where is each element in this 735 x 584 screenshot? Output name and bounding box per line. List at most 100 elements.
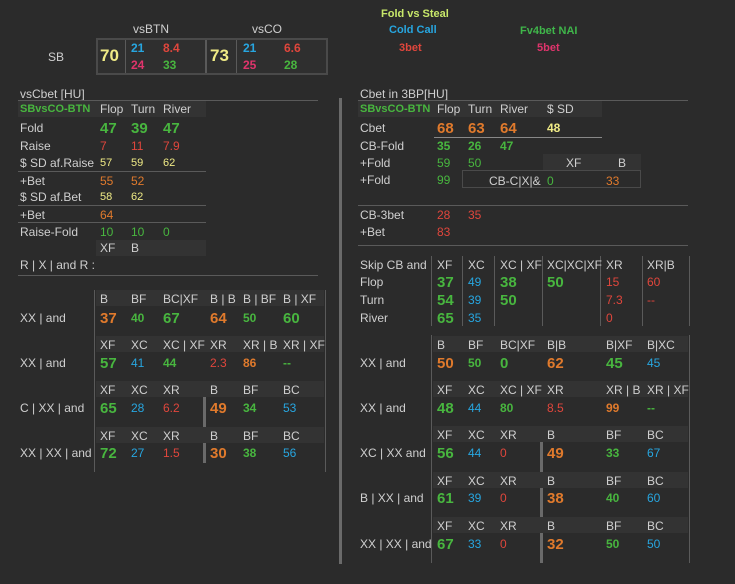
value: 48	[547, 121, 561, 135]
row-label: +Fold	[360, 156, 391, 170]
btn-5bet: 33	[163, 58, 177, 72]
grid-header: XC | XF	[500, 258, 542, 272]
value: 37	[100, 310, 117, 327]
value: 45	[647, 356, 661, 370]
grid-header: XC	[131, 338, 148, 352]
value: 50	[468, 156, 482, 170]
grid-header: XR	[547, 383, 564, 397]
grid-row-label: XX | XX | and	[20, 446, 92, 460]
col-flop: Flop	[437, 102, 461, 116]
grid-header: XR	[210, 338, 227, 352]
co-fold-vs-steal: 73	[210, 46, 229, 65]
cbcx-box	[462, 170, 641, 188]
col-flop: Flop	[100, 102, 124, 116]
grid-line	[462, 256, 463, 326]
value: 44	[163, 356, 177, 370]
value: 45	[606, 355, 623, 372]
grid-row-label: B | XX | and	[360, 491, 424, 505]
summary-divider	[205, 40, 207, 73]
value: 44	[468, 401, 482, 415]
grid-header: XC	[131, 429, 148, 443]
grid-header-bar	[96, 427, 324, 443]
grid-header-bar	[96, 381, 324, 397]
grid-line	[94, 290, 95, 472]
value: 62	[547, 355, 564, 372]
value: 0	[500, 446, 507, 460]
grid-header-bar	[96, 336, 324, 352]
divider	[434, 137, 602, 138]
xfb-header-bar	[543, 154, 641, 170]
vsco-header: vsCO	[252, 22, 282, 36]
value: 0	[500, 537, 507, 551]
value: 38	[243, 446, 257, 460]
grid-header: XR|B	[647, 258, 675, 272]
summary-divider	[125, 40, 126, 73]
grid-line	[431, 256, 432, 326]
value: 56	[283, 446, 297, 460]
grid-header: B	[547, 474, 556, 488]
grid-header: XC	[468, 519, 485, 533]
legend-fv4bet: Fv4bet NAI	[520, 25, 578, 37]
value: 99	[606, 401, 620, 415]
value: 64	[500, 120, 517, 137]
vsbtn-header: vsBTN	[133, 22, 169, 36]
value: 39	[468, 491, 482, 505]
grid-header: XF	[437, 474, 453, 488]
value: 64	[100, 208, 114, 222]
grid-header-bar	[96, 290, 324, 306]
value: 50	[243, 311, 257, 325]
value: 35	[437, 139, 451, 153]
value: 10	[131, 225, 145, 239]
btn-fold-vs-steal: 70	[100, 46, 119, 65]
value: 0	[163, 225, 170, 239]
grid-line	[542, 256, 543, 326]
grid-header: B	[437, 338, 446, 352]
grid-header: XC	[468, 258, 485, 272]
grid-header: XF	[437, 258, 453, 272]
divider	[18, 222, 206, 223]
value: 54	[437, 292, 454, 309]
grid-row-label: XX | and	[360, 401, 406, 415]
grid-header: XC | XF	[163, 338, 205, 352]
btn-fv4bet: 8.4	[163, 41, 180, 55]
value: 39	[468, 293, 482, 307]
value: 60	[647, 275, 661, 289]
grid-line	[325, 290, 326, 472]
value: 28	[131, 401, 145, 415]
grid-line	[642, 256, 643, 326]
value: 38	[547, 490, 564, 507]
grid-header: XR | XF	[283, 338, 325, 352]
value: 0	[547, 174, 554, 188]
value: 99	[437, 173, 451, 187]
value: 28	[437, 208, 451, 222]
row-label: CB-Fold	[360, 139, 405, 153]
row-label: +Bet	[360, 225, 386, 239]
value: 40	[131, 311, 145, 325]
value: 65	[100, 400, 117, 417]
value: 2.3	[210, 356, 227, 370]
value: 41	[131, 356, 145, 370]
grid-header: BC	[647, 519, 664, 533]
divider	[18, 171, 206, 172]
value: 33	[606, 174, 620, 188]
grid-header: XR	[606, 258, 623, 272]
grid-line	[600, 256, 601, 326]
grid-header: B	[100, 292, 109, 306]
grid-header: XC|XC|XF	[547, 258, 602, 272]
value: 86	[243, 356, 257, 370]
grid-header: BC	[647, 474, 664, 488]
value: 55	[100, 174, 114, 188]
grid-header: B	[210, 429, 219, 443]
row-label: Raise-Fold	[20, 225, 79, 239]
legend-5bet: 5bet	[537, 42, 560, 54]
grid-header: BF	[606, 428, 622, 442]
value: 65	[437, 310, 454, 327]
grid-header: XR | XF	[647, 383, 689, 397]
value: 8.5	[547, 401, 564, 415]
value: 59	[131, 157, 144, 169]
grid-row-label: C | XX | and	[20, 401, 85, 415]
value: 72	[100, 445, 117, 462]
summary-box	[96, 38, 328, 75]
value: 39	[131, 120, 148, 137]
value: 30	[210, 445, 227, 462]
